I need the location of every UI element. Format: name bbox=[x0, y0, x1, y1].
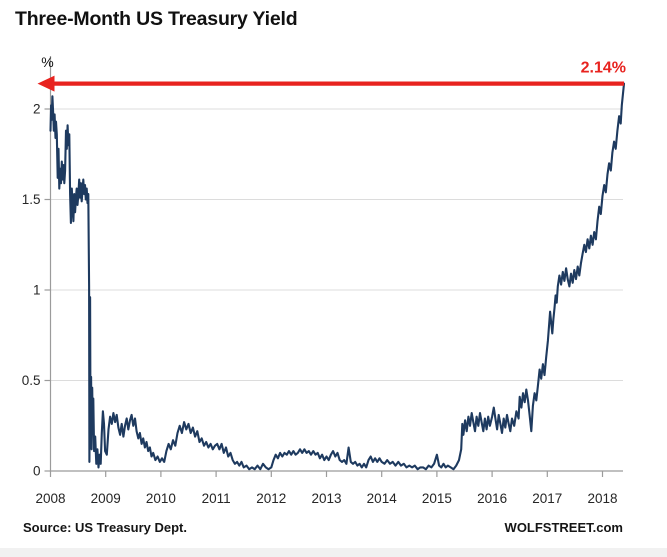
y-tick-label: 1 bbox=[33, 283, 41, 298]
x-tick-label: 2008 bbox=[35, 491, 65, 506]
x-tick-label: 2017 bbox=[532, 491, 562, 506]
annotation-label: 2.14% bbox=[581, 60, 626, 77]
yield-line bbox=[49, 82, 626, 471]
x-tick-label: 2011 bbox=[202, 491, 231, 506]
y-axis-unit-label: % bbox=[41, 54, 53, 70]
x-tick-label: 2013 bbox=[311, 491, 341, 506]
x-tick-label: 2010 bbox=[146, 491, 176, 506]
bottom-strip bbox=[0, 548, 667, 557]
y-tick-label: 2 bbox=[33, 102, 41, 117]
x-tick-label: 2018 bbox=[587, 491, 617, 506]
x-tick-label: 2009 bbox=[91, 491, 121, 506]
y-tick-label: 0.5 bbox=[22, 373, 41, 388]
y-tick-label: 1.5 bbox=[22, 192, 41, 207]
x-tick-label: 2014 bbox=[367, 491, 398, 506]
x-tick-label: 2016 bbox=[477, 491, 507, 506]
annotation-arrowhead bbox=[37, 75, 55, 92]
source-note: Source: US Treasury Dept. bbox=[23, 520, 187, 535]
y-tick-label: 0 bbox=[33, 464, 41, 479]
brand-watermark: WOLFSTREET.com bbox=[504, 520, 623, 535]
chart-title: Three-Month US Treasury Yield bbox=[15, 8, 298, 30]
x-tick-label: 2012 bbox=[256, 491, 286, 506]
x-tick-label: 2015 bbox=[422, 491, 452, 506]
